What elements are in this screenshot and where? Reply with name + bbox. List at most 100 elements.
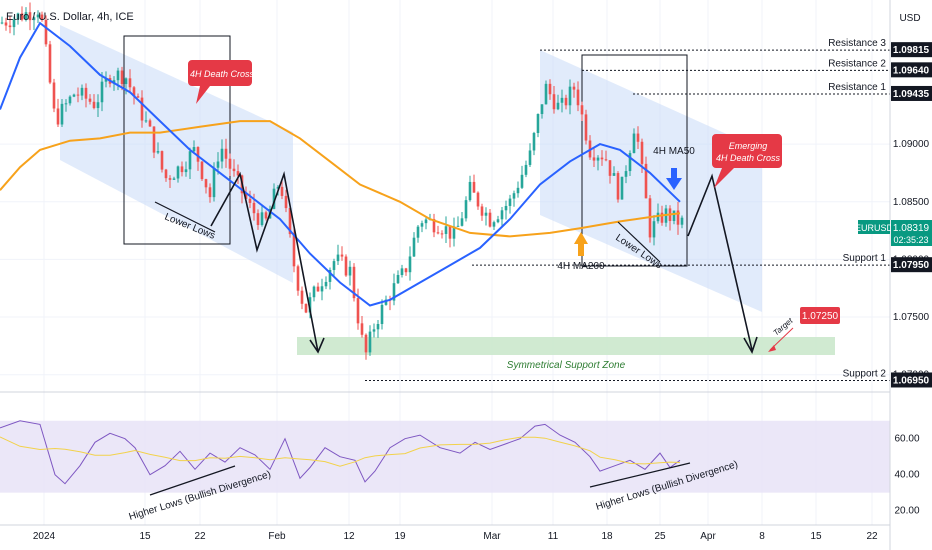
candle-body	[368, 331, 372, 353]
level-price: 1.09640	[893, 65, 930, 76]
rsi-tick: 40.00	[894, 470, 919, 481]
candle-body	[260, 212, 264, 226]
price-tick: 1.09000	[893, 139, 930, 150]
candle-body	[568, 86, 572, 106]
rsi-tick: 20.00	[894, 506, 919, 517]
candle-body	[0, 22, 4, 24]
target-price-box	[800, 307, 840, 324]
candle-body	[4, 22, 8, 26]
candle-body	[484, 212, 488, 216]
lower-lows-trend-left	[154, 201, 216, 233]
candle-body	[336, 254, 340, 262]
time-tick: 12	[343, 531, 355, 542]
time-tick: 25	[654, 531, 666, 542]
candle-body	[216, 161, 220, 168]
candle-body	[400, 268, 404, 275]
candle-body	[164, 169, 168, 179]
candle-body	[196, 147, 200, 162]
candle-body	[540, 104, 544, 115]
candle-body	[24, 12, 28, 20]
level-price: 1.06950	[893, 375, 930, 386]
candle-body	[84, 87, 88, 99]
rsi-axis-ticks: 60.00 40.00 20.00	[894, 434, 919, 517]
candle-body	[344, 256, 348, 276]
candle-body	[188, 151, 192, 170]
candle-body	[452, 226, 456, 239]
time-tick: 18	[601, 531, 613, 542]
price-tick: 1.08500	[893, 197, 930, 208]
structure-box-left	[123, 35, 231, 245]
candle-body	[192, 147, 196, 152]
time-tick: Mar	[483, 531, 501, 542]
candle-body	[228, 158, 232, 169]
candle-body	[616, 173, 620, 200]
candle-body	[20, 13, 24, 20]
candle-body	[76, 94, 80, 96]
candle-body	[232, 168, 236, 172]
candle-body	[200, 161, 204, 180]
ma50-arrow	[666, 168, 682, 190]
candle-body	[148, 120, 152, 127]
candle-body	[632, 133, 636, 154]
candle-body	[328, 269, 332, 282]
candle-body	[312, 286, 316, 298]
candle-body	[364, 334, 368, 353]
level-price-box	[891, 85, 932, 101]
candle-body	[128, 78, 132, 88]
candle-body	[172, 178, 176, 180]
candle-body	[28, 12, 32, 21]
candle-body	[272, 188, 276, 209]
ma200-arrow	[574, 232, 588, 256]
candle-body	[580, 105, 584, 115]
candle-body	[480, 206, 484, 216]
candle-body	[44, 19, 48, 45]
level-price: 1.09815	[893, 45, 930, 56]
time-tick: 11	[548, 531, 559, 542]
candle-body	[468, 181, 472, 201]
candle-body	[448, 226, 452, 239]
lower-lows-trend-right	[617, 221, 661, 263]
price-axis-panel[interactable]	[890, 0, 932, 550]
candle-body	[524, 164, 528, 175]
descending-channel-right	[540, 50, 762, 312]
candle-body	[548, 83, 552, 95]
candle-body	[36, 14, 40, 18]
rsi-tick: 60.00	[894, 434, 919, 445]
candle-body	[412, 237, 416, 257]
candle-body	[536, 114, 540, 133]
candle-body	[224, 148, 228, 159]
candle-body	[204, 179, 208, 188]
price-tick: 1.07500	[893, 312, 930, 323]
candle-body	[556, 102, 560, 110]
candle-body	[496, 219, 500, 223]
candle-body	[100, 81, 104, 103]
candle-body	[12, 19, 16, 28]
target-arrow-head	[768, 345, 776, 352]
candle-body	[68, 96, 72, 104]
candle-body	[324, 281, 328, 287]
candle-body	[500, 210, 504, 220]
svg-text:Emerging: Emerging	[729, 141, 768, 151]
candle-body	[680, 217, 684, 225]
candle-body	[52, 82, 56, 109]
candle-body	[144, 120, 148, 122]
candle-body	[372, 329, 376, 332]
candle-body	[516, 187, 520, 194]
current-price-badge: EURUSD 1.08319 02:35:23	[855, 220, 932, 246]
time-tick: 8	[759, 531, 765, 542]
candle-body	[40, 14, 44, 20]
candle-body	[612, 173, 616, 176]
candle-body	[360, 323, 364, 335]
candle-body	[208, 187, 212, 198]
svg-text:02:35:23: 02:35:23	[893, 235, 928, 245]
candle-body	[56, 108, 60, 125]
level-price: 1.09435	[893, 89, 930, 100]
candle-body	[552, 94, 556, 110]
ma200-line	[0, 120, 681, 238]
candle-body	[120, 70, 124, 85]
candle-body	[608, 160, 612, 176]
svg-text:4H Death Cross: 4H Death Cross	[716, 153, 781, 163]
candle-body	[444, 226, 448, 234]
time-axis-ticks: 2024 15 22 Feb 12 19 Mar 11 18 25 Apr 8 15 22	[33, 531, 878, 542]
